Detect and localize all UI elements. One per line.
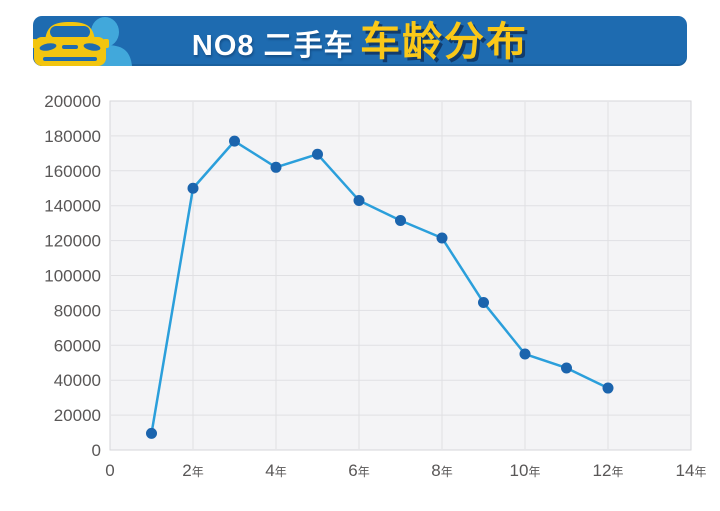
title-prefix: NO8 二手车 [191, 30, 354, 62]
chart-title-banner: NO8 二手车 车龄分布 [33, 16, 687, 66]
series-line [150, 139, 610, 435]
car-person-icon [33, 17, 132, 66]
data-point[interactable] [312, 148, 323, 160]
y-axis-label: 80000 [54, 301, 101, 320]
y-axis-label: 140000 [44, 197, 101, 216]
y-axis-label: 180000 [44, 127, 101, 146]
x-axis-label: 8年 [431, 461, 452, 480]
data-point[interactable] [187, 182, 199, 194]
title-highlight: 车龄分布 [360, 20, 529, 64]
data-point[interactable] [519, 348, 531, 360]
x-axis-label: 4年 [265, 461, 286, 480]
data-point[interactable] [436, 232, 448, 244]
x-axis-label: 14年 [676, 461, 707, 480]
data-point[interactable] [270, 161, 282, 173]
x-axis-label: 10年 [510, 461, 541, 480]
y-axis-label: 200000 [44, 92, 101, 111]
data-point[interactable] [602, 382, 614, 394]
y-axis-label: 160000 [44, 162, 101, 181]
y-axis-label: 120000 [44, 232, 101, 251]
y-axis-label: 40000 [54, 371, 101, 390]
y-axis-label: 60000 [54, 336, 101, 355]
y-axis-label: 20000 [54, 406, 101, 425]
car-icon [33, 22, 109, 66]
data-point[interactable] [146, 427, 157, 439]
data-point[interactable] [561, 362, 572, 374]
data-point[interactable] [478, 297, 489, 309]
age-distribution-line-chart: 0 20000 40000 60000 80000 100000 120000 140000 1… [44, 92, 707, 480]
header-icon [33, 16, 173, 66]
x-axis-label: 12年 [593, 461, 624, 480]
x-axis-label: 2年 [182, 461, 203, 480]
y-axis-label: 0 [92, 441, 101, 460]
data-point[interactable] [395, 215, 406, 227]
data-point[interactable] [229, 135, 240, 147]
x-axis-label: 0 [105, 461, 114, 480]
y-axis-label: 100000 [44, 267, 101, 286]
page-title: NO8 二手车 车龄分布 [33, 22, 687, 62]
data-point[interactable] [353, 194, 365, 206]
x-axis-label: 6年 [348, 461, 369, 480]
